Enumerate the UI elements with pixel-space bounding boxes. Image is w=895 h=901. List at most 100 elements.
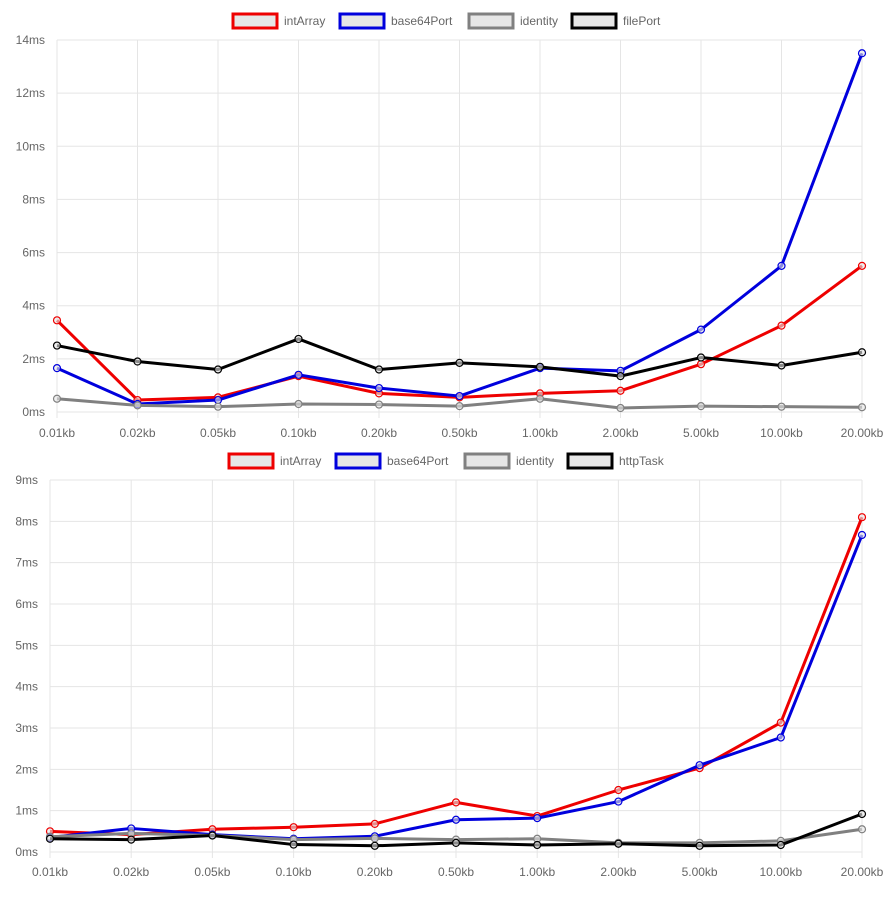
data-point-filePort [535, 362, 545, 371]
y-tick-label: 7ms [15, 556, 38, 570]
chart-2: 0ms 1ms 2ms 3ms 4ms 5ms 6ms 7ms 8ms 9ms 0.01kb 0.02… [0, 445, 895, 901]
series-identity [52, 394, 867, 413]
x-tick-label: 0.10kb [276, 865, 312, 879]
legend-item-intArray[interactable]: intArray [231, 12, 325, 30]
x-tick-label: 0.20kb [361, 426, 397, 440]
legend-item-intArray[interactable]: intArray [227, 452, 321, 470]
data-point-identity [133, 401, 142, 410]
series-intArray [45, 513, 867, 839]
y-tick-label: 1ms [15, 804, 38, 818]
x-tick-label: 10.00kb [759, 865, 802, 879]
x-tick-label: 0.05kb [200, 426, 236, 440]
data-point-filePort [455, 358, 464, 367]
y-tick-label: 3ms [15, 721, 38, 735]
x-tick-label: 0.01kb [32, 865, 68, 879]
legend[interactable]: intArray base64Port identity filePort [231, 12, 661, 30]
data-point-identity [370, 834, 379, 843]
data-point-httpTask [45, 834, 55, 843]
legend-label: base64Port [391, 14, 453, 28]
legend-item-base64Port[interactable]: base64Port [338, 12, 453, 30]
grid [56, 39, 863, 418]
data-point-filePort [133, 357, 142, 366]
legend[interactable]: intArray base64Port identity httpTask [227, 452, 665, 470]
legend-label: base64Port [387, 454, 449, 468]
y-tick-label: 4ms [22, 299, 45, 313]
legend-swatch [570, 12, 618, 30]
data-point-identity [777, 402, 786, 411]
data-point-base64Port [857, 49, 867, 58]
data-point-base64Port [776, 733, 785, 742]
data-point-intArray [614, 785, 623, 795]
series-httpTask [45, 809, 867, 850]
y-tick-label: 6ms [15, 597, 38, 611]
x-tick-label: 10.00kb [760, 426, 803, 440]
legend-swatch [231, 12, 279, 30]
data-point-intArray [370, 819, 379, 828]
data-point-intArray [616, 386, 625, 395]
data-point-base64Port [451, 815, 461, 824]
x-tick-label: 20.00kb [841, 426, 884, 440]
data-point-httpTask [451, 838, 461, 848]
data-point-filePort [52, 341, 62, 350]
data-point-base64Port [696, 325, 706, 334]
x-tick-label: 0.20kb [357, 865, 393, 879]
data-point-filePort [616, 372, 625, 381]
data-point-base64Port [213, 395, 223, 405]
legend-label: filePort [623, 14, 661, 28]
data-point-filePort [857, 348, 867, 357]
legend-label: intArray [284, 14, 325, 28]
chart-1: 0ms 2ms 4ms 6ms 8ms 10ms 12ms 14ms 0.01kb 0.02kb 0… [0, 0, 895, 445]
data-point-httpTask [695, 841, 704, 850]
x-tick-label: 0.01kb [39, 426, 75, 440]
data-point-filePort [696, 353, 706, 362]
data-point-intArray [451, 798, 461, 807]
legend-item-base64Port[interactable]: base64Port [334, 452, 449, 470]
x-tick-label: 0.50kb [441, 426, 477, 440]
data-point-identity [535, 394, 545, 403]
x-tick-label: 2.00kb [602, 426, 638, 440]
y-tick-label: 8ms [15, 514, 38, 528]
legend-item-identity[interactable]: identity [467, 12, 558, 30]
x-tick-label: 1.00kb [519, 865, 555, 879]
y-tick-label: 10ms [16, 139, 45, 153]
data-point-intArray [857, 513, 867, 522]
y-tick-label: 14ms [16, 33, 45, 47]
data-point-filePort [213, 365, 223, 374]
y-tick-label: 2ms [15, 762, 38, 776]
legend-label: identity [520, 14, 558, 28]
data-point-httpTask [533, 840, 542, 850]
x-tick-label: 1.00kb [522, 426, 558, 440]
data-point-httpTask [857, 809, 867, 819]
data-point-identity [857, 825, 867, 834]
legend-item-identity[interactable]: identity [463, 452, 554, 470]
series-filePort [52, 334, 867, 381]
data-point-identity [52, 394, 62, 403]
data-point-identity [213, 402, 223, 411]
y-tick-label: 9ms [15, 473, 38, 487]
legend-swatch [463, 452, 511, 470]
legend-label: identity [516, 454, 554, 468]
x-tick-label: 2.00kb [600, 865, 636, 879]
data-point-identity [374, 400, 384, 409]
data-point-base64Port [533, 814, 542, 823]
data-point-intArray [777, 321, 786, 330]
legend-item-httpTask[interactable]: httpTask [566, 452, 665, 470]
y-axis-labels: 0ms 1ms 2ms 3ms 4ms 5ms 6ms 7ms 8ms 9ms [15, 473, 38, 859]
y-tick-label: 2ms [22, 352, 45, 366]
data-point-base64Port [695, 761, 704, 770]
legend-label: intArray [280, 454, 321, 468]
x-tick-label: 5.00kb [683, 426, 719, 440]
legend-item-filePort[interactable]: filePort [570, 12, 661, 30]
legend-swatch [334, 452, 382, 470]
data-point-base64Port [777, 261, 786, 270]
data-point-base64Port [455, 391, 464, 401]
x-tick-label: 0.10kb [280, 426, 316, 440]
data-point-intArray [776, 718, 785, 727]
y-tick-label: 6ms [22, 246, 45, 260]
y-tick-label: 4ms [15, 680, 38, 694]
data-point-httpTask [370, 841, 379, 850]
x-tick-label: 20.00kb [841, 865, 884, 879]
data-point-base64Port [857, 530, 867, 540]
